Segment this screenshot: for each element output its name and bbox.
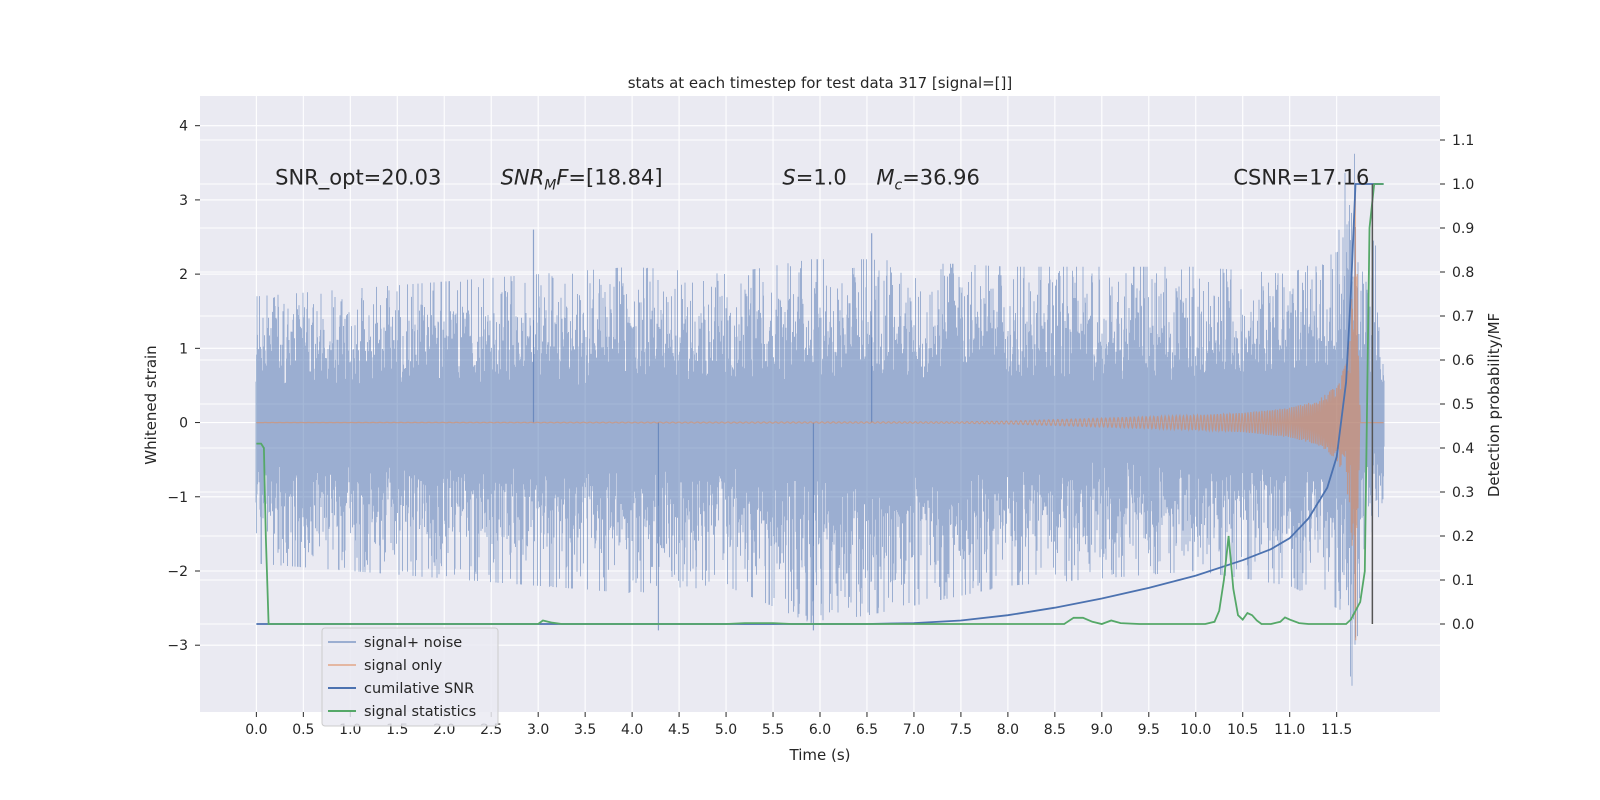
series-cumulative-snr (256, 183, 1384, 625)
cumulative-snr-line (256, 183, 1384, 625)
series-signal-only (256, 193, 1384, 641)
x-axis-label: Time (s) (789, 746, 851, 764)
y-right-tick-label-3: 0.3 (1452, 485, 1474, 501)
x-tick-label-15: 7.5 (950, 722, 972, 738)
y-right-tick-label-9: 0.9 (1452, 221, 1474, 237)
x-tick-label-7: 3.5 (574, 722, 596, 738)
annotation-3: Mc=36.96 (876, 166, 980, 194)
x-tick-label-10: 5.0 (715, 722, 737, 738)
signal-statistics-line (256, 183, 1384, 625)
axes: 0.0 0.5 1.0 1.5 2.0 2.5 3.0 3.5 4.0 4.5 5.0 5.5 6.0 6… (167, 119, 1474, 738)
legend-label-0: signal+ noise (364, 635, 462, 651)
annotation-1: SNRMF=[18.84] (501, 166, 663, 194)
series-signal-noise (255, 153, 1385, 686)
x-tick-label-22: 11.0 (1274, 722, 1305, 738)
annotations: SNR_opt=20.03 SNRMF=[18.84] S=1.0 Mc=36.96 C… (275, 166, 1369, 194)
y-right-tick-label-4: 0.4 (1452, 441, 1474, 457)
x-tick-label-6: 3.0 (527, 722, 549, 738)
x-tick-label-14: 7.0 (903, 722, 925, 738)
series-layer (255, 153, 1385, 686)
signal-only-line (256, 193, 1384, 641)
y-left-tick-label-1: −2 (167, 564, 188, 580)
annotation-4: CSNR=17.16 (1233, 166, 1369, 190)
legend-label-3: signal statistics (364, 704, 476, 720)
y-left-tick-label-6: 3 (179, 193, 188, 209)
legend-box (321, 627, 499, 727)
x-tick-label-19: 9.5 (1138, 722, 1160, 738)
annotation-0: SNR_opt=20.03 (275, 166, 441, 191)
series-signal-statistics (256, 183, 1384, 625)
y-right-tick-label-1: 0.1 (1452, 573, 1474, 589)
x-tick-label-0: 0.0 (245, 722, 267, 738)
y-axis-label-left: Whitened strain (142, 345, 160, 464)
x-tick-label-20: 10.0 (1180, 722, 1211, 738)
y-left-tick-label-2: −1 (167, 490, 188, 506)
x-tick-label-16: 8.0 (997, 722, 1019, 738)
annotation-2: S=1.0 (782, 166, 846, 190)
noise-band (255, 153, 1385, 686)
x-tick-label-18: 9.0 (1091, 722, 1113, 738)
y-right-tick-label-2: 0.2 (1452, 529, 1474, 545)
y-right-tick-label-10: 1.0 (1452, 177, 1474, 193)
y-left-tick-label-4: 1 (179, 341, 188, 357)
legend-label-2: cumilative SNR (364, 681, 474, 697)
x-tick-label-9: 4.5 (668, 722, 690, 738)
y-right-tick-label-5: 0.5 (1452, 397, 1474, 413)
y-right-tick-label-7: 0.7 (1452, 309, 1474, 325)
y-right-tick-label-11: 1.1 (1452, 133, 1474, 149)
x-tick-label-1: 0.5 (292, 722, 314, 738)
y-left-tick-label-5: 2 (179, 267, 188, 283)
y-left-tick-label-7: 4 (179, 119, 188, 135)
x-tick-label-13: 6.5 (856, 722, 878, 738)
x-tick-label-12: 6.0 (809, 722, 831, 738)
chart-title: stats at each timestep for test data 317… (628, 74, 1013, 92)
y-left-tick-label-0: −3 (167, 638, 188, 654)
legend-label-1: signal only (364, 658, 443, 674)
legend: signal+ noise signal only cumilative SNR si… (321, 627, 499, 727)
x-tick-label-8: 4.0 (621, 722, 643, 738)
y-axis-label-right: Detection probability/MF (1485, 313, 1503, 497)
y-right-tick-label-0: 0.0 (1452, 617, 1474, 633)
y-left-tick-label-3: 0 (179, 416, 188, 432)
x-tick-label-11: 5.5 (762, 722, 784, 738)
y-right-tick-label-8: 0.8 (1452, 265, 1474, 281)
y-right-tick-label-6: 0.6 (1452, 353, 1474, 369)
x-tick-label-17: 8.5 (1044, 722, 1066, 738)
x-tick-label-23: 11.5 (1321, 722, 1352, 738)
x-tick-label-21: 10.5 (1227, 722, 1258, 738)
